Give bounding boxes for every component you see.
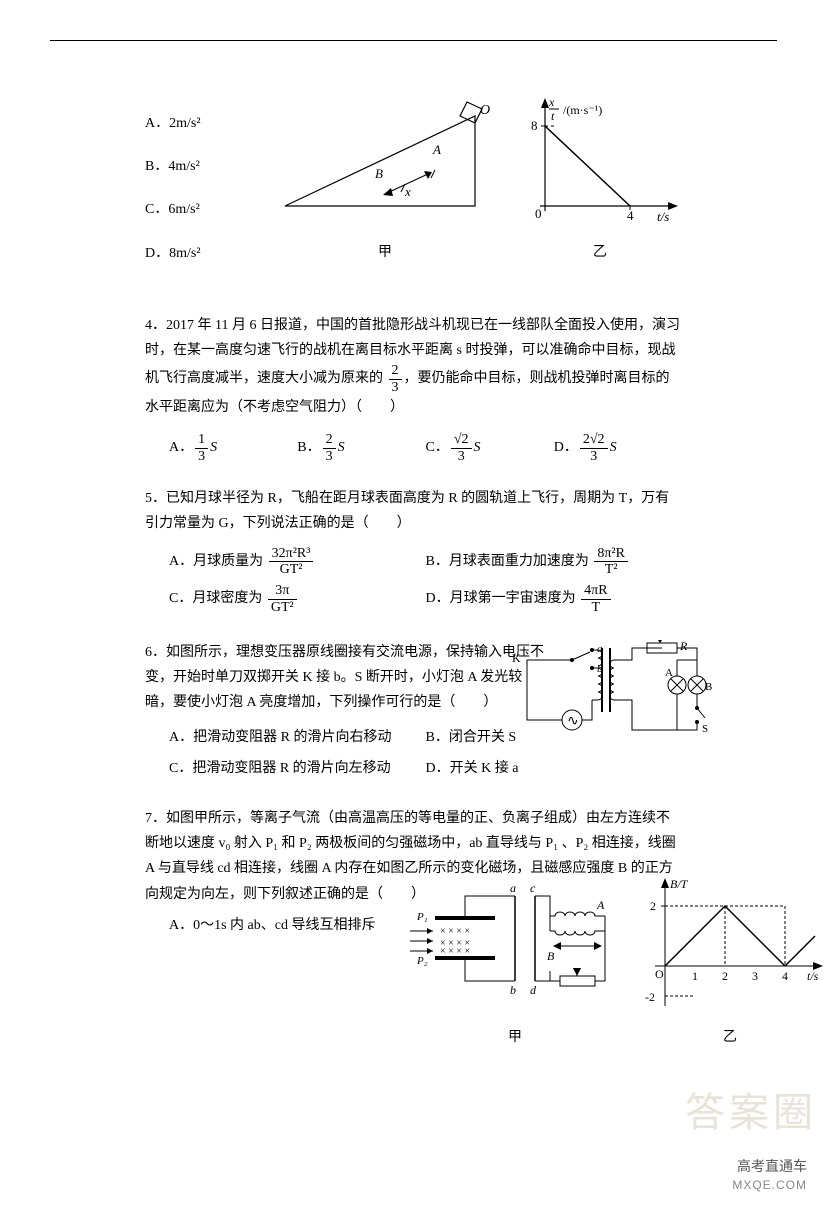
svg-text:x: x (404, 184, 411, 199)
svg-text:x: x (548, 96, 555, 109)
svg-text:t: t (551, 109, 555, 123)
svg-text:4: 4 (782, 969, 788, 983)
q6-number: 6． (145, 645, 166, 660)
svg-text:4: 4 (627, 208, 634, 223)
svg-text:P₂: P₂ (416, 955, 428, 967)
svg-text:2: 2 (650, 899, 656, 913)
svg-text:K: K (512, 651, 521, 665)
svg-text:A: A (596, 898, 605, 912)
q3-options: A．2m/s² B．4m/s² C．6m/s² D．8m/s² (145, 111, 201, 284)
question-5: 5．已知月球半径为 R，飞船在距月球表面高度为 R 的圆轨道上飞行，周期为 T，… (145, 486, 682, 618)
svg-text:R: R (679, 640, 688, 653)
q4-options: A．13S B．23S C．√23S D．2√23S (169, 432, 682, 464)
svg-text:8: 8 (531, 118, 538, 133)
svg-text:t/s: t/s (807, 969, 819, 983)
q5-option-a: A．月球质量为 32π²R³GT² (169, 543, 426, 581)
svg-text:O: O (655, 967, 664, 981)
q4-option-c: C．√23S (426, 432, 554, 464)
q5-text: 已知月球半径为 R，飞船在距月球表面高度为 R 的圆轨道上飞行，周期为 T，万有… (145, 491, 669, 531)
figure-7-jia: P₁ P₂ × × × × × × × × × × × × a b (405, 876, 625, 1050)
q5-number: 5． (145, 491, 166, 506)
q5-option-c: C．月球密度为 3πGT² (169, 580, 426, 618)
q4-frac-23: 23 (389, 363, 402, 395)
svg-text:1: 1 (692, 969, 698, 983)
q5-option-b: B．月球表面重力加速度为 8π²RT² (426, 543, 683, 581)
figure-7-yi: B/T t/s 2 -2 1 2 3 4 O 乙 (635, 876, 825, 1050)
svg-text:B: B (705, 681, 712, 693)
figure-jia: O A B x 甲 (275, 96, 495, 265)
q5-option-d: D．月球第一宇宙速度为 4πRT (426, 580, 683, 618)
incline-diagram: O A B x (275, 96, 495, 231)
svg-text:O: O (480, 103, 490, 118)
fig-yi-label: 乙 (515, 240, 685, 265)
question-6: 6．如图所示，理想变压器原线圈接有交流电源，保持输入电压不变，开始时单刀双掷开关… (145, 640, 682, 784)
question-4: 4．2017 年 11 月 6 日报道，中国的首批隐形战斗机现已在一线部队全面投… (145, 313, 682, 464)
q4-option-d: D．2√23S (554, 432, 682, 464)
figure-transformer: K a b ∿ (502, 640, 712, 759)
figure-yi: x t /(m·s⁻¹) t/s 8 4 0 乙 (515, 96, 685, 265)
svg-text:B/T: B/T (670, 877, 689, 891)
svg-text:× × × ×: × × × × (440, 926, 470, 937)
svg-text:B: B (375, 166, 383, 181)
q3-option-d: D．8m/s² (145, 241, 201, 266)
question-7: 7．如图甲所示，等离子气流（由高温高压的等电量的正、负离子组成）由左方连续不断地… (145, 806, 682, 938)
q4-option-a: A．13S (169, 432, 297, 464)
svg-text:a: a (510, 881, 516, 895)
svg-text:P₁: P₁ (416, 911, 428, 923)
q3-option-a: A．2m/s² (145, 111, 201, 136)
svg-text:× × × ×: × × × × (440, 946, 470, 957)
q3-option-c: C．6m/s² (145, 197, 201, 222)
q7-number: 7． (145, 811, 166, 826)
fig7b-label: 乙 (635, 1025, 825, 1050)
q6-text: 如图所示，理想变压器原线圈接有交流电源，保持输入电压不变，开始时单刀双掷开关 K… (145, 645, 544, 710)
q4-number: 4． (145, 318, 166, 333)
svg-text:/(m·s⁻¹): /(m·s⁻¹) (563, 103, 602, 117)
svg-text:t/s: t/s (657, 209, 669, 224)
watermark-url: MXQE.COM (732, 1175, 807, 1197)
q5-options: A．月球质量为 32π²R³GT² B．月球表面重力加速度为 8π²RT² C．… (169, 543, 682, 619)
question-3-block: A．2m/s² B．4m/s² C．6m/s² D．8m/s² O A B x … (145, 91, 682, 291)
q6-option-a: A．把滑动变阻器 R 的滑片向右移动 (169, 722, 426, 753)
svg-text:0: 0 (535, 206, 542, 221)
svg-text:A: A (665, 667, 673, 679)
q6-option-c: C．把滑动变阻器 R 的滑片向左移动 (169, 753, 426, 784)
svg-text:b: b (510, 983, 516, 997)
fig7a-label: 甲 (405, 1025, 625, 1050)
svg-text:c: c (530, 881, 536, 895)
svg-text:A: A (432, 142, 441, 157)
watermark-answer-circle: 答案圈 (685, 1077, 817, 1149)
svg-text:d: d (530, 983, 537, 997)
svg-text:3: 3 (752, 969, 758, 983)
svg-text:2: 2 (722, 969, 728, 983)
svg-text:∿: ∿ (567, 714, 579, 729)
svg-text:B: B (547, 949, 555, 963)
q3-option-b: B．4m/s² (145, 154, 201, 179)
q4-option-b: B．23S (297, 432, 425, 464)
fig-jia-label: 甲 (275, 240, 495, 265)
svg-text:-2: -2 (645, 990, 655, 1004)
svg-text:S: S (702, 723, 708, 735)
velocity-graph: x t /(m·s⁻¹) t/s 8 4 0 (515, 96, 685, 231)
